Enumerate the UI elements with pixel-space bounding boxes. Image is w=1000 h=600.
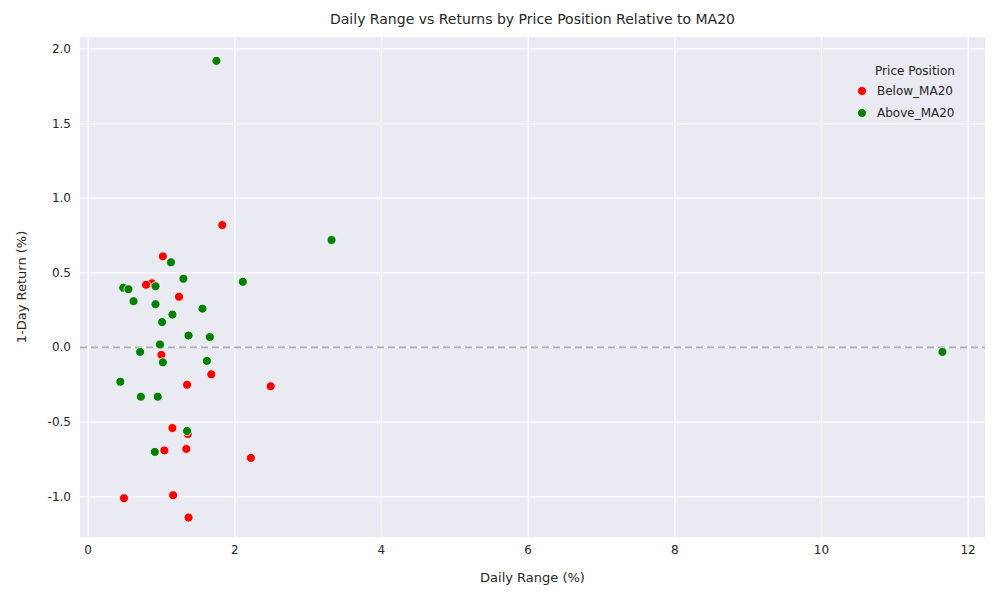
point bbox=[158, 358, 167, 367]
point bbox=[212, 56, 221, 65]
x-tick-label: 4 bbox=[378, 543, 386, 557]
x-tick-label: 8 bbox=[671, 543, 679, 557]
point bbox=[142, 280, 151, 289]
grid bbox=[80, 37, 985, 537]
title: Daily Range vs Returns by Price Position… bbox=[330, 11, 735, 27]
x-grid-line bbox=[234, 37, 235, 537]
point bbox=[151, 282, 160, 291]
x-tick-label: 10 bbox=[814, 543, 829, 557]
x-grid-line bbox=[381, 37, 382, 537]
y-grid-line bbox=[80, 198, 985, 199]
point bbox=[182, 444, 191, 453]
point bbox=[158, 318, 167, 327]
y-grid-line bbox=[80, 496, 985, 497]
x-grid-line bbox=[674, 37, 675, 537]
point bbox=[155, 340, 164, 349]
point bbox=[124, 285, 133, 294]
point bbox=[160, 446, 169, 455]
y-tick-label: -0.5 bbox=[48, 415, 71, 429]
point bbox=[169, 491, 178, 500]
legend-label: Above_MA20 bbox=[877, 106, 954, 120]
y-grid-line bbox=[80, 347, 985, 348]
plot-background bbox=[80, 37, 985, 537]
point bbox=[150, 447, 159, 456]
y-tick-label: 2.0 bbox=[52, 42, 71, 56]
legend: Price Position Below_MA20 Above_MA20 bbox=[858, 64, 955, 120]
point bbox=[266, 382, 275, 391]
point bbox=[327, 235, 336, 244]
data bbox=[80, 56, 985, 522]
point bbox=[168, 310, 177, 319]
point bbox=[184, 513, 193, 522]
y-grid-line bbox=[80, 421, 985, 422]
point bbox=[183, 380, 192, 389]
point bbox=[218, 221, 227, 230]
y-tick-label: 0.0 bbox=[52, 340, 71, 354]
point bbox=[175, 292, 184, 301]
point bbox=[246, 453, 255, 462]
point bbox=[120, 494, 129, 503]
x-tick-label: 12 bbox=[960, 543, 975, 557]
point bbox=[184, 331, 193, 340]
reference-line bbox=[80, 347, 985, 349]
point bbox=[202, 356, 211, 365]
point bbox=[938, 347, 947, 356]
y-tick-label: 1.0 bbox=[52, 191, 71, 205]
point bbox=[198, 304, 207, 313]
y-tick-label: -1.0 bbox=[48, 490, 71, 504]
x-grid-line bbox=[968, 37, 969, 537]
y-grid-line bbox=[80, 48, 985, 49]
chart: 0 2 4 6 8 10 12 -1.0 -0.5 0.0 0.5 1.0 1.5 2.0 Daily Ra… bbox=[0, 0, 1000, 600]
point bbox=[183, 427, 192, 436]
legend-title: Price Position bbox=[875, 64, 955, 78]
y-axis-label: 1-Day Return (%) bbox=[14, 231, 29, 344]
point bbox=[153, 392, 162, 401]
point bbox=[168, 424, 177, 433]
point bbox=[166, 258, 175, 267]
y-tick-label: 0.5 bbox=[52, 266, 71, 280]
point bbox=[179, 274, 188, 283]
legend-marker bbox=[858, 109, 867, 118]
y-grid-line bbox=[80, 272, 985, 273]
x-grid-line bbox=[87, 37, 88, 537]
point bbox=[238, 277, 247, 286]
y-grid-line bbox=[80, 123, 985, 124]
x-tick-label: 2 bbox=[231, 543, 239, 557]
x-tick-label: 0 bbox=[84, 543, 92, 557]
x-tick-label: 6 bbox=[524, 543, 532, 557]
y-tick-label: 1.5 bbox=[52, 117, 71, 131]
point bbox=[136, 392, 145, 401]
x-axis-label: Daily Range (%) bbox=[480, 570, 585, 585]
legend-label: Below_MA20 bbox=[877, 84, 953, 98]
point bbox=[158, 252, 167, 261]
point bbox=[151, 300, 160, 309]
legend-marker bbox=[858, 87, 867, 96]
x-grid-line bbox=[527, 37, 528, 537]
point bbox=[116, 377, 125, 386]
x-grid-line bbox=[821, 37, 822, 537]
point bbox=[205, 333, 214, 342]
point bbox=[129, 297, 138, 306]
point bbox=[136, 347, 145, 356]
point bbox=[207, 370, 216, 379]
